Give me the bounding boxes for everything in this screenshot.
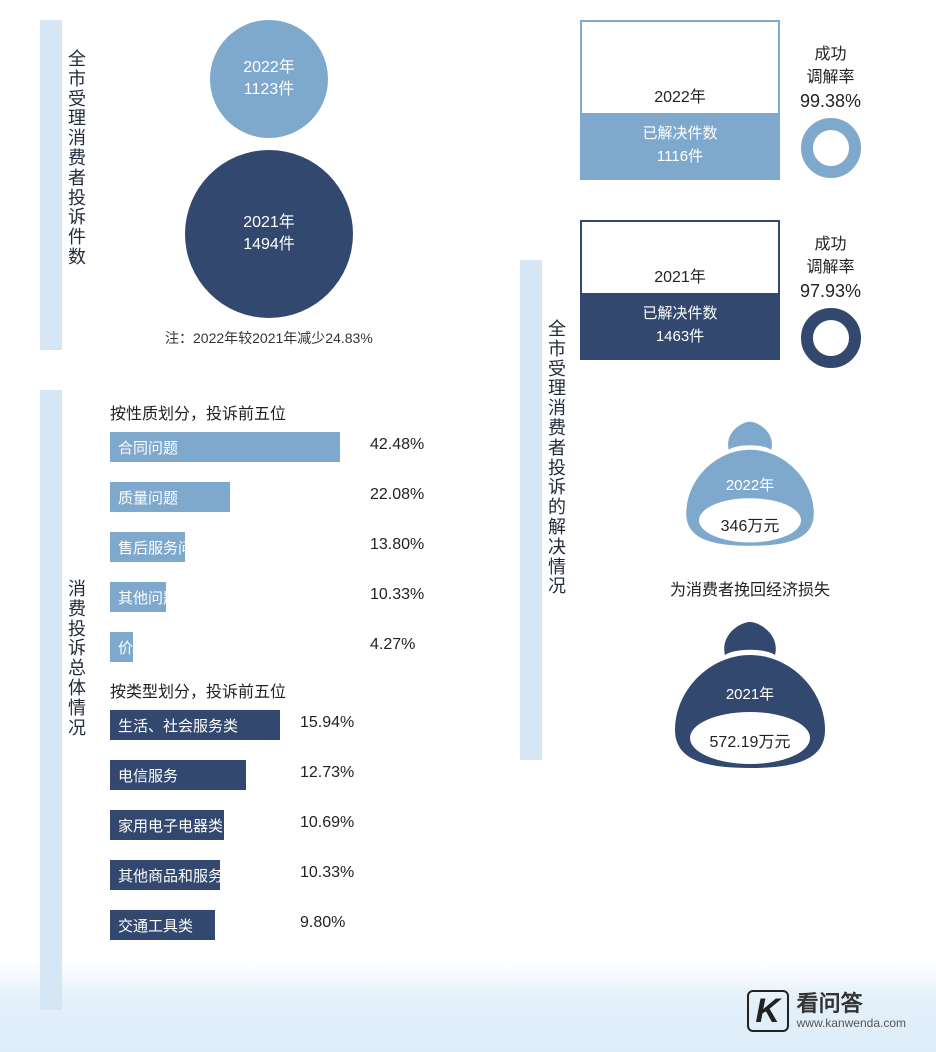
- watermark-logo: K: [747, 990, 789, 1032]
- bar-fill: 电信服务: [110, 760, 246, 790]
- vtitle-complaints-accepted: 全市受理消费者投诉件数: [66, 50, 90, 268]
- bar-fill: 家用电子电器类: [110, 810, 224, 840]
- vbar-2: [40, 390, 62, 1010]
- bar-pct: 9.80%: [300, 914, 345, 932]
- bubble-2022-count: 1123件: [244, 79, 294, 101]
- vtitle-resolution: 全市受理消费者投诉的解决情况: [546, 320, 570, 597]
- bubble-2021-count: 1494件: [243, 234, 295, 256]
- donut-ring: [801, 118, 861, 178]
- bar-row: 质量问题 22.08%: [110, 478, 480, 516]
- bar-fill: 质量问题: [110, 482, 230, 512]
- chart-b: 生活、社会服务类 15.94% 电信服务 12.73% 家用电子电器类 10.69% 其他商…: [110, 706, 480, 944]
- watermark-url: www.kanwenda.com: [797, 1017, 906, 1030]
- money-bag-2021年: 2021年 572.19万元: [670, 620, 830, 790]
- bar-row: 家用电子电器类 10.69%: [110, 806, 480, 844]
- vbar-1: [40, 20, 62, 350]
- vtitle-complaint-overview: 消费投诉总体情况: [66, 580, 90, 738]
- bubble-note: 注：2022年较2021年减少24.83%: [165, 328, 373, 348]
- vbar-3: [520, 260, 542, 760]
- bubble-chart: 2022年 1123件 2021年 1494件 注：2022年较2021年减少2…: [110, 20, 480, 350]
- donut-title: 成功: [800, 235, 861, 256]
- bar-charts: 按性质划分，投诉前五位 合同问题 42.48% 质量问题 22.08% 售后服务问题 13…: [110, 400, 480, 944]
- donut-wrap: 成功调解率99.38%: [800, 45, 861, 178]
- bar-pct: 42.48%: [370, 436, 424, 454]
- bar-row: 电信服务 12.73%: [110, 756, 480, 794]
- chart-a-title: 按性质划分，投诉前五位: [110, 400, 480, 424]
- donut-ring: [801, 308, 861, 368]
- bar-row: 售后服务问题 13.80%: [110, 528, 480, 566]
- bar-row: 价格问题 4.27%: [110, 628, 480, 666]
- donut-title: 成功: [800, 45, 861, 66]
- bar-row: 交通工具类 9.80%: [110, 906, 480, 944]
- resolved-container: 2022年已解决件数1116件成功调解率99.38%2021年已解决件数1463…: [580, 20, 920, 400]
- bar-pct: 10.33%: [300, 864, 354, 882]
- resolved-box-2021年: 2021年已解决件数1463件: [580, 220, 780, 360]
- bubble-2022: 2022年 1123件: [210, 20, 328, 138]
- bags-caption: 为消费者挽回经济损失: [580, 576, 920, 600]
- right-column: 全市受理消费者投诉的解决情况 2022年已解决件数1116件成功调解率99.38…: [520, 20, 920, 790]
- bar-row: 生活、社会服务类 15.94%: [110, 706, 480, 744]
- donut-pct: 97.93%: [800, 281, 861, 302]
- bar-pct: 4.27%: [370, 636, 415, 654]
- bubble-2021: 2021年 1494件: [185, 150, 353, 318]
- donut-wrap: 成功调解率97.93%: [800, 235, 861, 368]
- donut-subtitle: 调解率: [800, 68, 861, 89]
- bar-pct: 22.08%: [370, 486, 424, 504]
- resolved-box-2022年: 2022年已解决件数1116件: [580, 20, 780, 180]
- bag-amount: 572.19万元: [670, 728, 830, 752]
- bar-pct: 10.33%: [370, 586, 424, 604]
- resolved-inner: 已解决件数1463件: [582, 293, 778, 358]
- bar-fill: 合同问题: [110, 432, 340, 462]
- watermark: K 看问答 www.kanwenda.com: [747, 990, 906, 1032]
- money-bag-2022年: 2022年 346万元: [682, 420, 818, 568]
- bar-pct: 12.73%: [300, 764, 354, 782]
- watermark-cn: 看问答: [797, 992, 906, 1016]
- bag-year: 2022年: [682, 474, 818, 495]
- bar-fill: 其他问题: [110, 582, 166, 612]
- chart-a: 合同问题 42.48% 质量问题 22.08% 售后服务问题 13.80% 其他问题 10.3…: [110, 428, 480, 666]
- bar-row: 其他问题 10.33%: [110, 578, 480, 616]
- donut-subtitle: 调解率: [800, 258, 861, 279]
- chart-b-title: 按类型划分，投诉前五位: [110, 678, 480, 702]
- bar-pct: 10.69%: [300, 814, 354, 832]
- resolved-inner: 已解决件数1116件: [582, 113, 778, 178]
- bar-fill: 交通工具类: [110, 910, 215, 940]
- bag-year: 2021年: [670, 683, 830, 704]
- bags-container: 2022年 346万元为消费者挽回经济损失 2021年 572.19万元: [580, 420, 920, 790]
- bar-pct: 15.94%: [300, 714, 354, 732]
- resolved-year: 2021年: [654, 263, 706, 287]
- left-column: 全市受理消费者投诉件数 2022年 1123件 2021年 1494件 注：20…: [40, 20, 480, 956]
- bubble-2021-year: 2021年: [243, 212, 295, 234]
- bubble-2022-year: 2022年: [243, 57, 295, 79]
- bar-pct: 13.80%: [370, 536, 424, 554]
- bar-fill: 其他商品和服务: [110, 860, 220, 890]
- resolved-year: 2022年: [654, 83, 706, 107]
- donut-pct: 99.38%: [800, 91, 861, 112]
- bar-row: 其他商品和服务 10.33%: [110, 856, 480, 894]
- bar-fill: 售后服务问题: [110, 532, 185, 562]
- bag-amount: 346万元: [682, 512, 818, 536]
- bar-row: 合同问题 42.48%: [110, 428, 480, 466]
- bar-fill: 价格问题: [110, 632, 133, 662]
- bar-fill: 生活、社会服务类: [110, 710, 280, 740]
